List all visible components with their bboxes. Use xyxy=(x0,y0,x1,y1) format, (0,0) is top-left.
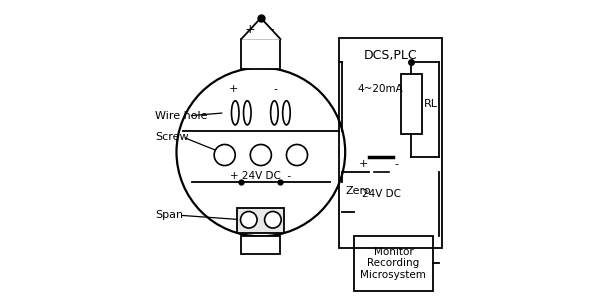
Ellipse shape xyxy=(244,101,251,125)
Text: Wire hole: Wire hole xyxy=(155,111,208,121)
Ellipse shape xyxy=(265,212,281,228)
Ellipse shape xyxy=(271,101,278,125)
Ellipse shape xyxy=(283,101,290,125)
Bar xyxy=(339,37,442,248)
Text: 4~20mA: 4~20mA xyxy=(357,84,403,94)
Text: +: + xyxy=(358,159,368,169)
Text: RL: RL xyxy=(424,99,437,109)
Bar xyxy=(241,236,280,254)
Ellipse shape xyxy=(286,144,308,166)
Text: + 24V DC  -: + 24V DC - xyxy=(230,171,292,181)
Bar xyxy=(401,74,422,134)
Text: Screw: Screw xyxy=(155,132,189,142)
Text: -: - xyxy=(269,23,274,36)
Text: +: + xyxy=(245,23,256,36)
Ellipse shape xyxy=(241,212,257,228)
Bar xyxy=(354,236,433,291)
Polygon shape xyxy=(241,18,280,39)
Text: Zero: Zero xyxy=(345,186,371,196)
Text: 24V DC: 24V DC xyxy=(362,189,401,199)
Bar xyxy=(241,39,280,69)
Ellipse shape xyxy=(250,144,271,166)
Text: DCS,PLC: DCS,PLC xyxy=(364,49,417,62)
Ellipse shape xyxy=(232,101,239,125)
Text: -: - xyxy=(395,159,399,169)
Bar xyxy=(238,208,284,233)
Ellipse shape xyxy=(214,144,235,166)
Text: Monitor
Recording
Microsystem: Monitor Recording Microsystem xyxy=(361,247,427,280)
Text: +: + xyxy=(229,84,238,94)
Text: Span: Span xyxy=(155,210,184,220)
Text: -: - xyxy=(274,84,278,94)
